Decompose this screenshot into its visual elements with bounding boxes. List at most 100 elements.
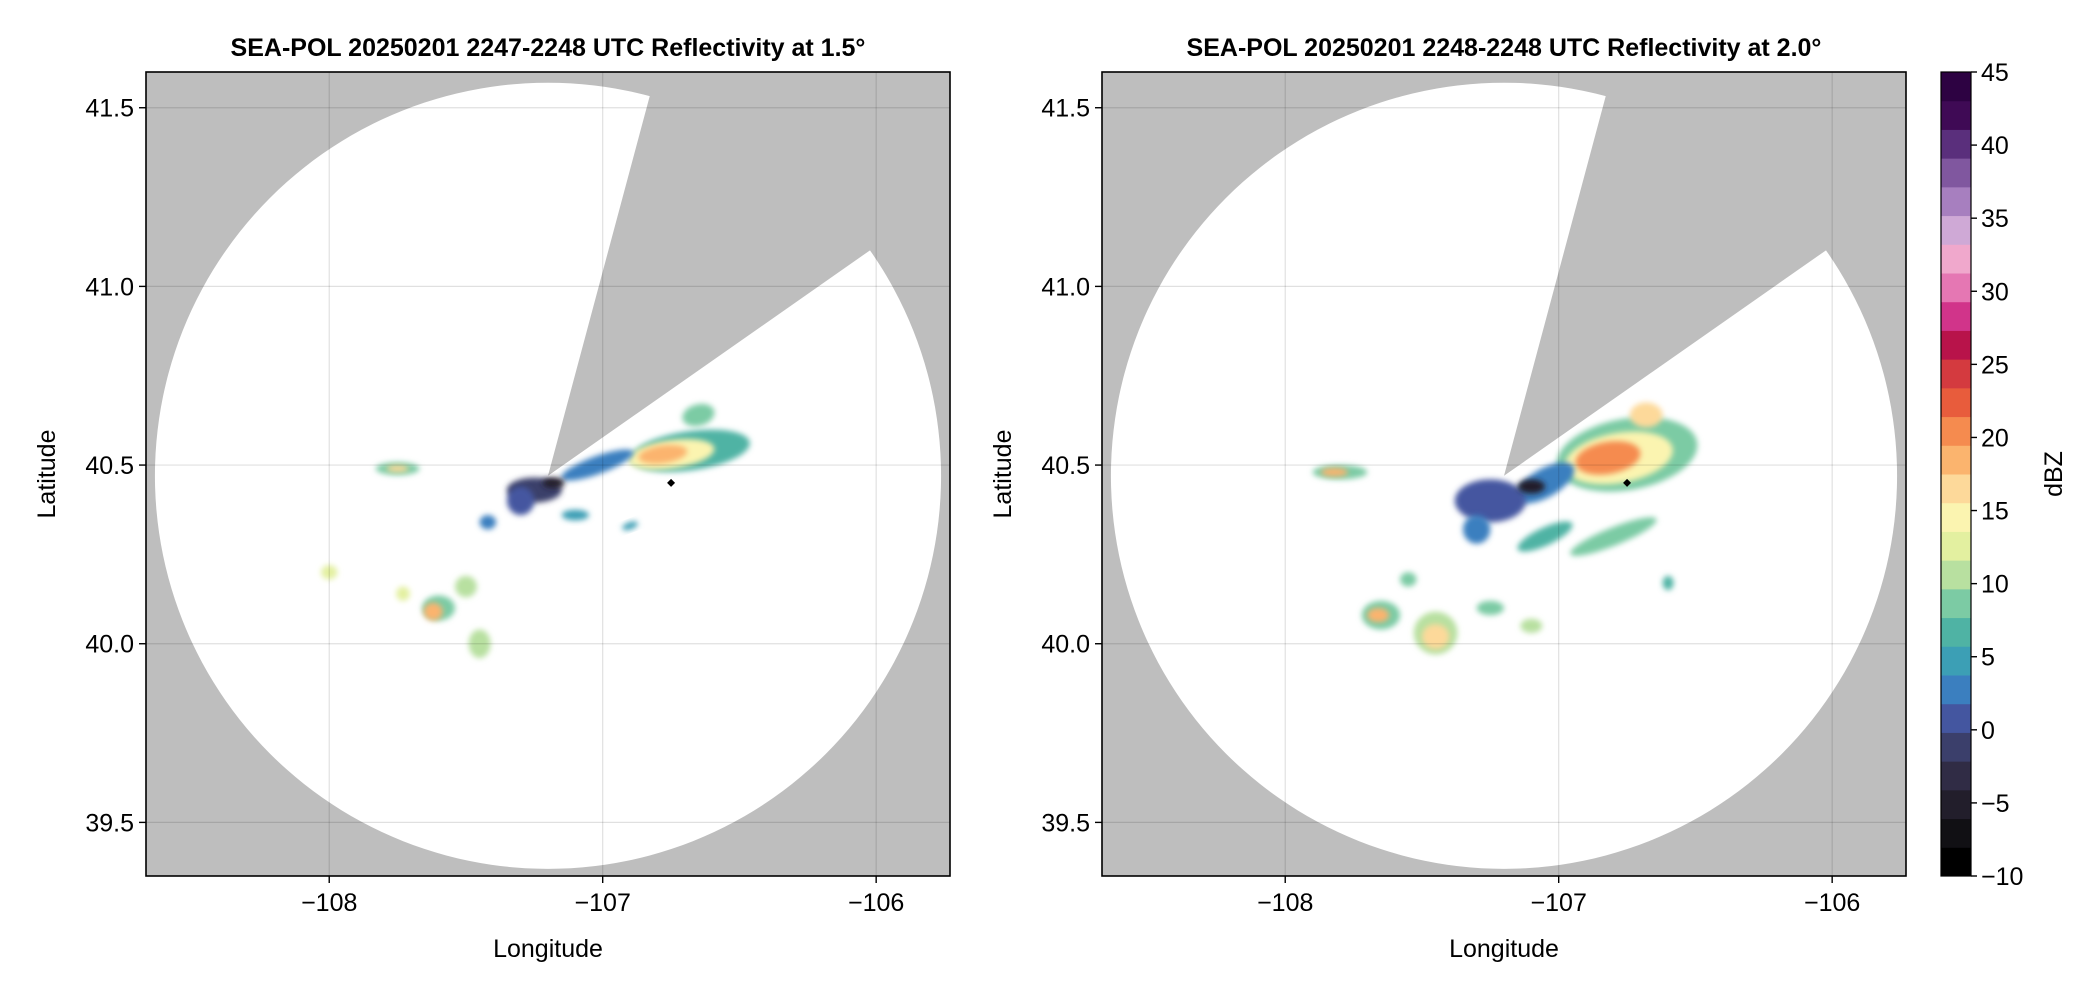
echo-layer (1312, 402, 1698, 655)
colorbar-swatch (1941, 761, 1971, 791)
colorbar-tick-label: 15 (1981, 498, 2009, 526)
x-axis-label: Longitude (1449, 935, 1559, 963)
echo-cell (321, 565, 338, 580)
echo-cell (1662, 575, 1674, 591)
x-tick-label: −108 (1257, 889, 1313, 917)
echo-cell (682, 403, 715, 427)
y-axis-label: Latitude (989, 430, 1017, 519)
x-ticks: −108 −107 −106 (1257, 876, 1860, 917)
chart-panel-left: SEA-POL 20250201 2247-2248 UTC Reflectiv… (33, 34, 951, 963)
colorbar-tick-label: 40 (1981, 132, 2009, 160)
y-tick-label: 41.5 (1041, 95, 1090, 123)
colorbar-frame (1940, 71, 1972, 877)
colorbar: −10 −5 0 5 10 15 20 25 30 35 40 45 dBZ (1940, 59, 2068, 891)
colorbar-tick-label: 35 (1981, 205, 2009, 233)
y-tick-label: 40.0 (1041, 631, 1090, 659)
colorbar-swatch (1941, 215, 1971, 245)
colorbar-tick-label: 30 (1981, 278, 2009, 306)
colorbar-tick-label: 10 (1981, 571, 2009, 599)
y-axis-label: Latitude (33, 430, 61, 519)
echo-cell (1421, 624, 1450, 650)
echo-cell (1320, 467, 1349, 477)
y-tick-label: 40.5 (85, 452, 134, 480)
echo-cell (396, 586, 410, 601)
y-tick-label: 40.0 (85, 631, 134, 659)
colorbar-swatch (1941, 646, 1971, 676)
plot-area (1102, 72, 1906, 876)
colorbar-swatch (1941, 186, 1971, 217)
echo-cell (542, 477, 565, 489)
echo-cell (561, 509, 590, 521)
echo-cell (1476, 600, 1504, 616)
coverage-area (1110, 82, 1898, 869)
echo-cell (1517, 521, 1573, 552)
echo-cell (423, 602, 443, 621)
x-ticks: −108 −107 −106 (301, 876, 904, 917)
colorbar-ticks: −10 −5 0 5 10 15 20 25 30 35 40 45 (1971, 59, 2023, 891)
colorbar-swatch (1941, 100, 1971, 130)
location-marker (667, 478, 676, 487)
y-tick-label: 40.5 (1041, 452, 1090, 480)
colorbar-swatch (1941, 847, 1971, 877)
echo-cell (1629, 402, 1663, 428)
chart-panel-right: SEA-POL 20250201 2248-2248 UTC Reflectiv… (989, 34, 1907, 963)
colorbar-swatch (1941, 617, 1971, 647)
colorbar-swatch (1941, 158, 1971, 188)
plot-area (146, 72, 950, 876)
colorbar-swatch (1941, 445, 1971, 475)
colorbar-tick-label: 25 (1981, 351, 2009, 379)
colorbar-tick-label: −5 (1981, 790, 2010, 818)
colorbar-swatch (1941, 560, 1971, 590)
y-tick-label: 39.5 (1041, 809, 1090, 837)
colorbar-swatch (1941, 273, 1971, 303)
x-tick-label: −106 (1804, 889, 1860, 917)
colorbar-swatch (1941, 359, 1971, 389)
echo-cell (561, 449, 634, 481)
echo-cell (1575, 441, 1641, 475)
y-tick-label: 41.0 (85, 273, 134, 301)
plot-frame (1101, 71, 1907, 877)
colorbar-swatch (1941, 789, 1971, 820)
echo-cell (1517, 479, 1546, 494)
echo-cell (479, 515, 497, 530)
echo-cell (468, 629, 491, 659)
colorbar-tick-label: 0 (1981, 717, 1995, 745)
colorbar-tick-label: 20 (1981, 424, 2009, 452)
echo-cell (1367, 608, 1390, 623)
colorbar-swatch (1941, 732, 1971, 762)
colorbar-tick-label: 5 (1981, 644, 1995, 672)
colorbar-swatch (1941, 330, 1971, 360)
echo-cell (1454, 479, 1526, 523)
echo-cell (506, 486, 535, 516)
colorbar-swatch (1941, 588, 1971, 619)
y-tick-label: 41.5 (85, 95, 134, 123)
x-axis-label: Longitude (493, 935, 603, 963)
grid-lines (146, 72, 950, 876)
x-tick-label: −108 (301, 889, 357, 917)
echo-cell (622, 521, 638, 531)
x-tick-label: −107 (575, 889, 631, 917)
colorbar-swatch (1941, 703, 1971, 733)
chart-title: SEA-POL 20250201 2248-2248 UTC Reflectiv… (1187, 34, 1822, 62)
colorbar-swatch (1941, 675, 1971, 705)
colorbar-swatch (1941, 387, 1971, 418)
x-tick-label: −107 (1531, 889, 1587, 917)
colorbar-swatch (1941, 129, 1971, 159)
colorbar-tick-label: 45 (1981, 59, 2009, 87)
echo-cell (1520, 618, 1543, 634)
colorbar-swatch (1941, 244, 1971, 274)
y-ticks: 39.5 40.0 40.5 41.0 41.5 (85, 95, 146, 837)
colorbar-swatch (1941, 531, 1971, 561)
y-tick-label: 41.0 (1041, 273, 1090, 301)
y-ticks: 39.5 40.0 40.5 41.0 41.5 (1041, 95, 1102, 837)
plot-frame (145, 71, 951, 877)
echo-layer (321, 403, 750, 659)
echo-cell (638, 444, 688, 464)
colorbar-tick-label: −10 (1981, 863, 2023, 891)
chart-title: SEA-POL 20250201 2247-2248 UTC Reflectiv… (231, 34, 866, 62)
colorbar-swatch (1941, 818, 1971, 848)
colorbar-swatch (1941, 416, 1971, 446)
location-marker (1623, 478, 1632, 487)
echo-cell (455, 575, 477, 598)
